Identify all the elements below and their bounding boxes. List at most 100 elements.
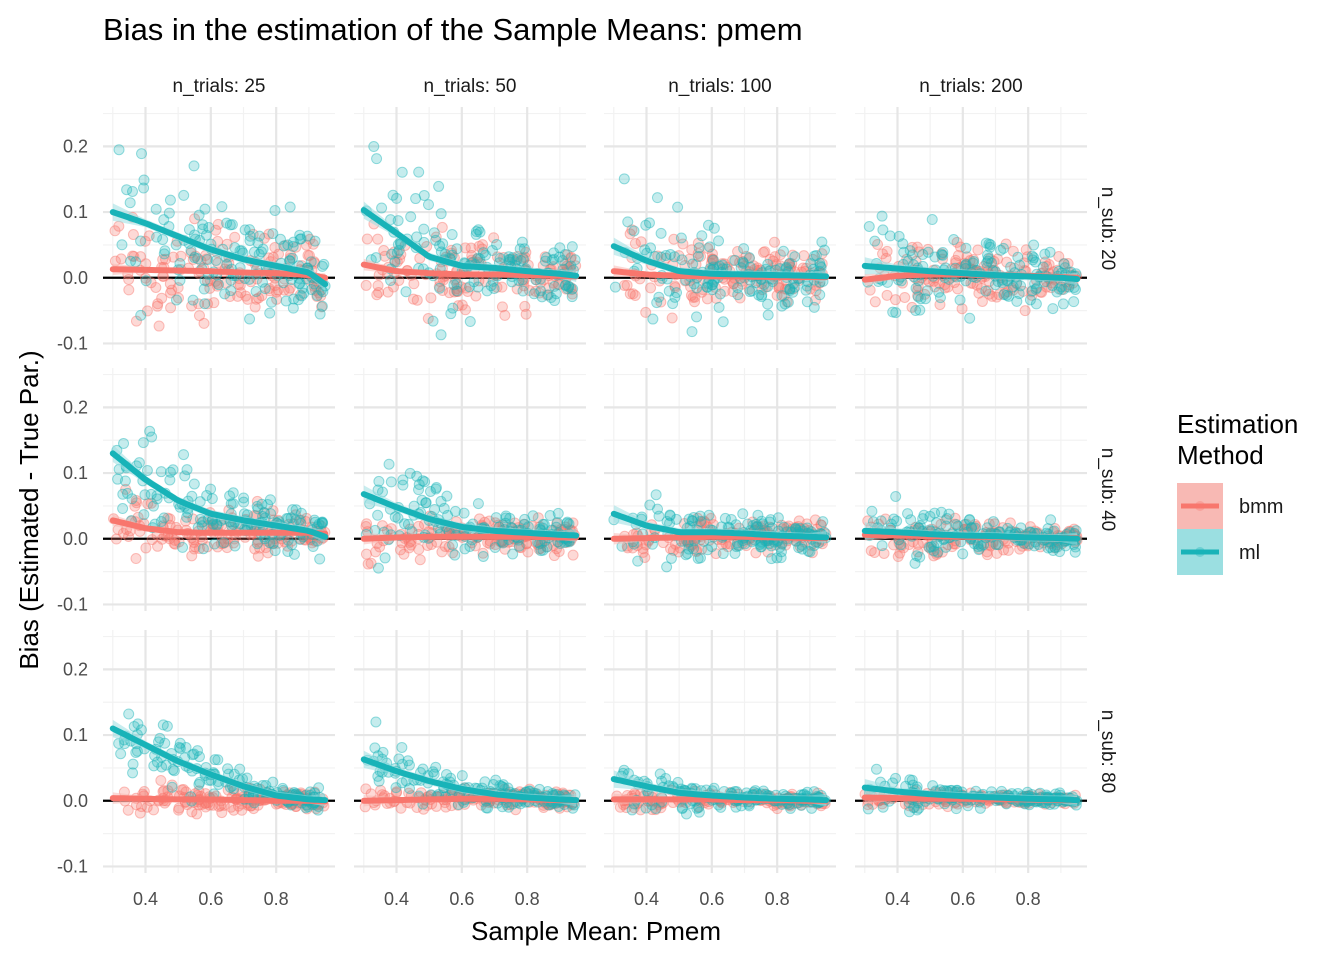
bmm-point bbox=[172, 292, 184, 304]
ml-point bbox=[296, 290, 308, 302]
ml-point bbox=[248, 246, 260, 258]
bmm-point bbox=[130, 315, 142, 327]
y-tick-label: 0.2 bbox=[63, 136, 88, 156]
panel-r3-c4 bbox=[855, 630, 1087, 873]
ml-point bbox=[982, 255, 994, 267]
bmm-point bbox=[783, 258, 795, 270]
ml-point bbox=[560, 279, 572, 291]
ml-point bbox=[259, 283, 271, 295]
facet-strip-col-2: n_trials: 50 bbox=[424, 76, 517, 97]
ml-point bbox=[144, 425, 156, 437]
ml-point bbox=[148, 760, 160, 772]
bmm-point bbox=[436, 221, 448, 233]
bmm-point bbox=[706, 254, 718, 266]
bmm-point bbox=[640, 306, 652, 318]
bmm-point bbox=[984, 253, 996, 265]
bmm-point bbox=[202, 276, 214, 288]
bmm-point bbox=[211, 280, 223, 292]
ml-point bbox=[910, 305, 922, 317]
ml-point bbox=[192, 253, 204, 265]
ml-point bbox=[206, 493, 218, 505]
ml-point bbox=[680, 808, 692, 820]
bmm-point bbox=[192, 298, 204, 310]
bmm-point bbox=[939, 282, 951, 294]
ml-point bbox=[1026, 285, 1038, 297]
bmm-point bbox=[307, 238, 319, 250]
ml-point bbox=[639, 244, 651, 256]
ml-point bbox=[150, 203, 162, 215]
ml-point bbox=[187, 749, 199, 761]
ml-point bbox=[472, 281, 484, 293]
bmm-point bbox=[440, 801, 452, 813]
bmm-point bbox=[113, 220, 125, 232]
ml-point bbox=[250, 285, 262, 297]
ml-point bbox=[392, 239, 404, 251]
bmm-point bbox=[272, 537, 284, 549]
ml-point bbox=[420, 497, 432, 509]
ml-point bbox=[393, 244, 405, 256]
bmm-point bbox=[123, 273, 135, 285]
ml-point bbox=[686, 326, 698, 338]
ml-point bbox=[224, 219, 236, 231]
ml-point bbox=[1068, 296, 1080, 308]
bmm-point bbox=[232, 290, 244, 302]
bmm-point bbox=[695, 250, 707, 262]
bmm-point bbox=[187, 253, 199, 265]
ml-point bbox=[540, 252, 552, 264]
ml-point bbox=[491, 239, 503, 251]
bmm-point bbox=[810, 285, 822, 297]
ml-point bbox=[188, 160, 200, 172]
ml-point bbox=[1051, 286, 1063, 298]
bmm-point bbox=[253, 292, 265, 304]
bmm-point bbox=[279, 536, 291, 548]
ml-point bbox=[124, 197, 136, 209]
bmm-point bbox=[553, 279, 565, 291]
facet-strip-col-3: n_trials: 100 bbox=[668, 76, 772, 97]
ml-point bbox=[221, 217, 233, 229]
ml-point bbox=[671, 287, 683, 299]
bmm-point bbox=[566, 284, 578, 296]
bmm-point bbox=[372, 280, 384, 292]
ml-point bbox=[762, 309, 774, 321]
ml-trend-line bbox=[109, 209, 329, 288]
bmm-point bbox=[290, 241, 302, 253]
bmm-point bbox=[950, 257, 962, 269]
ml-point bbox=[784, 283, 796, 295]
bmm-point bbox=[220, 277, 232, 289]
y-tick-label: 0.1 bbox=[63, 725, 88, 745]
ml-point bbox=[717, 548, 729, 560]
ml-point bbox=[884, 230, 896, 242]
ml-point bbox=[559, 280, 571, 292]
bmm-point bbox=[258, 507, 270, 519]
bmm-point bbox=[395, 249, 407, 261]
ml-point bbox=[428, 227, 440, 239]
ml-point bbox=[451, 243, 463, 255]
ml-point bbox=[183, 224, 195, 236]
ml-point bbox=[197, 219, 209, 231]
ml-point bbox=[975, 540, 987, 552]
bmm-point bbox=[219, 536, 231, 548]
ml-point bbox=[1047, 303, 1059, 315]
ml-point bbox=[266, 296, 278, 308]
bmm-point bbox=[719, 258, 731, 270]
bmm-point bbox=[304, 233, 316, 245]
bmm-point bbox=[519, 251, 531, 263]
bmm-point bbox=[316, 301, 328, 313]
ml-point bbox=[1027, 254, 1039, 266]
bmm-point bbox=[228, 537, 240, 549]
ml-point bbox=[178, 449, 190, 461]
ml-point bbox=[267, 228, 279, 240]
ml-point bbox=[135, 724, 147, 736]
bmm-point bbox=[160, 253, 172, 265]
ml-point bbox=[1030, 298, 1042, 310]
ml-point bbox=[1053, 283, 1065, 295]
ml-point bbox=[136, 148, 148, 160]
ml-point bbox=[287, 504, 299, 516]
ml-point bbox=[201, 489, 213, 501]
ml-point bbox=[569, 254, 581, 266]
bmm-point bbox=[551, 517, 563, 529]
ml-point bbox=[434, 240, 446, 252]
ml-point bbox=[914, 304, 926, 316]
bmm-point bbox=[215, 538, 227, 550]
ml-point bbox=[197, 223, 209, 235]
